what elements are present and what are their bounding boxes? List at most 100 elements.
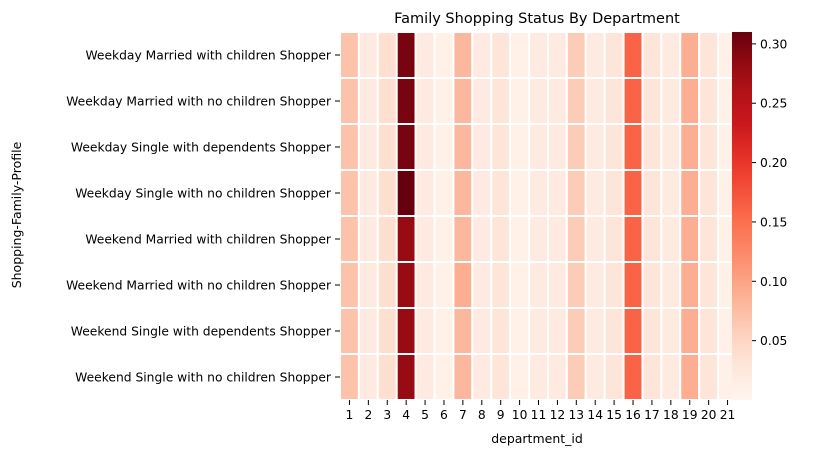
heatmap-cell xyxy=(452,169,474,217)
x-tick-label: 3 xyxy=(383,408,391,422)
x-tick-label: 2 xyxy=(364,408,372,422)
heatmap-cell xyxy=(546,169,568,217)
heatmap-cell xyxy=(339,215,360,263)
heatmap-cell xyxy=(641,261,663,309)
heatmap-cell xyxy=(603,169,625,217)
heatmap-cell xyxy=(528,353,549,401)
x-tick-label: 21 xyxy=(720,408,736,422)
heatmap-cell xyxy=(660,77,682,125)
heatmap-cell xyxy=(641,31,663,79)
colorbar-tick-label: 0.05 xyxy=(760,334,787,348)
heatmap-cell xyxy=(528,307,549,355)
heatmap-cell xyxy=(660,215,682,263)
heatmap-cell xyxy=(660,353,682,401)
y-tick-label: Weekday Single with no children Shopper xyxy=(75,187,332,201)
heatmap-cell xyxy=(660,123,682,171)
colorbar-tick-label: 0.20 xyxy=(760,156,787,170)
y-axis-ticks: Weekday Married with children Shopper Wee… xyxy=(66,49,340,385)
heatmap-cell xyxy=(641,353,663,401)
heatmap-cell xyxy=(471,261,493,309)
x-tick-label: 16 xyxy=(625,408,641,422)
x-tick-label: 4 xyxy=(402,408,410,422)
heatmap-cell xyxy=(452,353,474,401)
heatmap-cell xyxy=(603,261,625,309)
heatmap-cell xyxy=(509,31,531,79)
colorbar-tick-label: 0.15 xyxy=(760,215,787,229)
heatmap-cell xyxy=(603,77,625,125)
colorbar xyxy=(732,32,752,400)
x-tick-label: 14 xyxy=(587,408,603,422)
heatmap-cell xyxy=(565,123,587,171)
x-tick-label: 11 xyxy=(531,408,547,422)
heatmap-cell xyxy=(490,169,512,217)
heatmap-cell xyxy=(528,77,549,125)
heatmap-cell xyxy=(490,77,512,125)
heatmap-cell xyxy=(471,123,493,171)
heatmap-cell xyxy=(698,215,720,263)
heatmap-cell xyxy=(584,215,606,263)
heatmap-cell xyxy=(490,261,512,309)
y-tick-label: Weekend Single with dependents Shopper xyxy=(71,325,332,339)
heatmap-cell xyxy=(490,123,512,171)
heatmap-cell xyxy=(339,261,360,309)
heatmap-cell xyxy=(660,31,682,79)
heatmap-cell xyxy=(565,307,587,355)
x-tick-label: 9 xyxy=(497,408,505,422)
heatmap-cell xyxy=(471,77,493,125)
heatmap-cell xyxy=(698,169,720,217)
x-axis-ticks: 1 2 3 4 5 6 7 8 9 10 11 12 13 14 15 16 17 18 19 20 21 xyxy=(346,400,736,422)
heatmap-cell xyxy=(622,123,644,171)
heatmap-cell xyxy=(433,261,455,309)
x-tick-label: 12 xyxy=(550,408,566,422)
heatmap-cell xyxy=(565,261,587,309)
heatmap-cell xyxy=(339,353,360,401)
heatmap-cell xyxy=(433,77,455,125)
heatmap-cell xyxy=(395,77,417,125)
heatmap-cell xyxy=(452,261,474,309)
heatmap-cell xyxy=(452,31,474,79)
heatmap-cell xyxy=(471,169,493,217)
heatmap-cell xyxy=(622,77,644,125)
x-tick-label: 8 xyxy=(478,408,486,422)
heatmap-cell xyxy=(414,31,436,79)
heatmap-cell xyxy=(376,77,398,125)
heatmap-cell xyxy=(528,169,549,217)
heatmap-cell xyxy=(679,123,701,171)
heatmap-cell xyxy=(546,353,568,401)
heatmap-cell xyxy=(679,307,701,355)
heatmap-cell xyxy=(603,353,625,401)
heatmap-cell xyxy=(546,261,568,309)
colorbar-tick-label: 0.30 xyxy=(760,37,787,51)
heatmap-cell xyxy=(471,31,493,79)
heatmap-cell xyxy=(509,77,531,125)
heatmap-cell xyxy=(509,307,531,355)
heatmap-cell xyxy=(433,123,455,171)
heatmap-cell xyxy=(376,215,398,263)
colorbar-ticks: 0.05 0.10 0.15 0.20 0.25 0.30 xyxy=(752,37,787,348)
heatmap-cell xyxy=(471,353,493,401)
heatmap-cell xyxy=(679,31,701,79)
heatmap-cell xyxy=(528,261,549,309)
heatmap-cell xyxy=(376,31,398,79)
heatmap-cell xyxy=(452,215,474,263)
heatmap-cell xyxy=(357,215,379,263)
heatmap-cell xyxy=(433,169,455,217)
heatmap-cell xyxy=(339,77,360,125)
heatmap-cell xyxy=(546,215,568,263)
heatmap-cell xyxy=(357,261,379,309)
heatmap-cell xyxy=(660,169,682,217)
heatmap-cell xyxy=(698,261,720,309)
heatmap-cell xyxy=(509,123,531,171)
heatmap-cell xyxy=(584,123,606,171)
heatmap-cell xyxy=(490,307,512,355)
heatmap-cell xyxy=(622,353,644,401)
heatmap-cell xyxy=(698,307,720,355)
heatmap-cell xyxy=(414,353,436,401)
x-tick-label: 7 xyxy=(459,408,467,422)
heatmap-cell xyxy=(395,307,417,355)
heatmap-cell xyxy=(641,215,663,263)
colorbar-tick-label: 0.25 xyxy=(760,97,787,111)
heatmap-cell xyxy=(546,307,568,355)
heatmap-cell xyxy=(622,169,644,217)
